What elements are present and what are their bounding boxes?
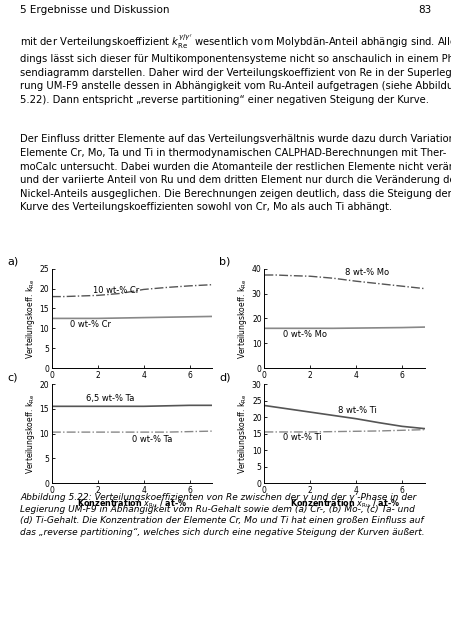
Y-axis label: Verteilungskoeff. k$_{\mathrm{Re}}$: Verteilungskoeff. k$_{\mathrm{Re}}$: [235, 394, 249, 474]
Text: 8 wt-% Ti: 8 wt-% Ti: [337, 406, 376, 415]
Text: 5 Ergebnisse und Diskussion: 5 Ergebnisse und Diskussion: [20, 5, 170, 15]
X-axis label: Konzentration $x_{\mathrm{Ru}}$ / at-%: Konzentration $x_{\mathrm{Ru}}$ / at-%: [77, 498, 187, 510]
Text: 10 wt-% Cr: 10 wt-% Cr: [93, 286, 139, 295]
Text: 6,5 wt-% Ta: 6,5 wt-% Ta: [86, 394, 134, 403]
Text: 83: 83: [418, 5, 431, 15]
Text: d): d): [219, 372, 230, 382]
Text: c): c): [7, 372, 18, 382]
Text: 8 wt-% Mo: 8 wt-% Mo: [344, 268, 388, 277]
Text: 0 wt-% Mo: 0 wt-% Mo: [282, 330, 326, 339]
Text: Abbildung 5.22: Verteilungskoeffizienten von Re zwischen der γ und der γ’-Phase : Abbildung 5.22: Verteilungskoeffizienten…: [20, 493, 424, 537]
Y-axis label: Verteilungskoeff. k$_{\mathrm{Re}}$: Verteilungskoeff. k$_{\mathrm{Re}}$: [24, 394, 37, 474]
Text: mit der Verteilungskoeffizient $k_{\mathrm{Re}}^{\gamma/\gamma'}$ wesentlich vom: mit der Verteilungskoeffizient $k_{\math…: [20, 32, 451, 105]
Text: 0 wt-% Cr: 0 wt-% Cr: [70, 320, 111, 329]
Text: a): a): [7, 257, 18, 267]
X-axis label: Konzentration $x_{\mathrm{Ru}}$ / at-%: Konzentration $x_{\mathrm{Ru}}$ / at-%: [77, 383, 187, 395]
Text: 0 wt-% Ti: 0 wt-% Ti: [282, 433, 321, 442]
X-axis label: Konzentration $x_{\mathrm{Ru}}$ / at-%: Konzentration $x_{\mathrm{Ru}}$ / at-%: [289, 383, 399, 395]
Text: 0 wt-% Ta: 0 wt-% Ta: [132, 435, 172, 444]
Text: Der Einfluss dritter Elemente auf das Verteilungsverhältnis wurde dazu durch Var: Der Einfluss dritter Elemente auf das Ve…: [20, 134, 451, 212]
Y-axis label: Verteilungskoeff. k$_{\mathrm{Re}}$: Verteilungskoeff. k$_{\mathrm{Re}}$: [24, 278, 37, 358]
Y-axis label: Verteilungskoeff. k$_{\mathrm{Re}}$: Verteilungskoeff. k$_{\mathrm{Re}}$: [235, 278, 249, 358]
X-axis label: Konzentration $x_{\mathrm{Ru}}$ / at-%: Konzentration $x_{\mathrm{Ru}}$ / at-%: [289, 498, 399, 510]
Text: b): b): [219, 257, 230, 267]
